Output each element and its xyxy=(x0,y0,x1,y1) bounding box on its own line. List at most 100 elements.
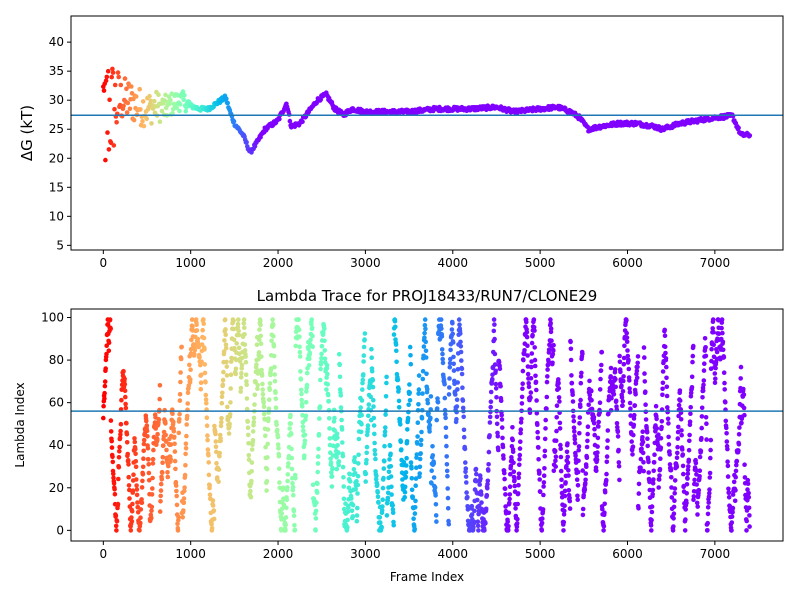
lambda-point xyxy=(520,368,526,374)
lambda-point xyxy=(490,376,495,382)
lambda-point xyxy=(724,425,729,431)
lambda-x-tick-label: 2000 xyxy=(263,547,294,561)
lambda-point xyxy=(316,446,321,452)
delta-g-point xyxy=(244,139,249,145)
lambda-point xyxy=(364,457,369,463)
lambda-point xyxy=(176,514,181,520)
lambda-point xyxy=(379,525,385,530)
lambda-point xyxy=(290,484,296,490)
lambda-point xyxy=(676,402,682,408)
lambda-x-tick-label: 1000 xyxy=(175,547,206,561)
lambda-point xyxy=(671,511,677,516)
lambda-point xyxy=(244,406,250,412)
lambda-point xyxy=(303,399,309,405)
lambda-point xyxy=(535,429,540,435)
lambda-point xyxy=(141,456,146,462)
lambda-point xyxy=(541,484,546,489)
lambda-point xyxy=(201,317,206,322)
lambda-point xyxy=(601,528,606,533)
lambda-point xyxy=(309,325,315,331)
lambda-point xyxy=(138,520,143,526)
lambda-point xyxy=(138,507,144,512)
lambda-point xyxy=(434,406,440,411)
lambda-point xyxy=(654,416,659,422)
lambda-point xyxy=(349,508,355,514)
lambda-point xyxy=(273,390,278,396)
lambda-point xyxy=(130,501,135,507)
lambda-point xyxy=(283,528,288,533)
lambda-point xyxy=(502,470,507,476)
lambda-point xyxy=(402,489,408,495)
lambda-point xyxy=(132,436,137,441)
lambda-point xyxy=(140,472,146,477)
lambda-point xyxy=(217,450,222,456)
lambda-point xyxy=(104,351,109,357)
lambda-point xyxy=(746,494,752,500)
lambda-point xyxy=(515,491,521,496)
lambda-point xyxy=(266,406,272,412)
lambda-point xyxy=(491,317,497,322)
lambda-point xyxy=(469,512,475,517)
lambda-point xyxy=(516,482,521,488)
lambda-point xyxy=(315,481,320,487)
lambda-point xyxy=(334,466,340,472)
lambda-point xyxy=(372,452,378,457)
lambda-point xyxy=(303,417,308,423)
delta-g-y-label: ΔG (kT) xyxy=(18,105,36,161)
lambda-point xyxy=(309,321,314,327)
lambda-point xyxy=(212,423,217,429)
lambda-point xyxy=(666,421,671,426)
lambda-point xyxy=(701,368,707,373)
lambda-point xyxy=(679,432,684,438)
lambda-point xyxy=(340,453,346,459)
lambda-point xyxy=(410,494,416,500)
delta-g-point xyxy=(107,97,112,103)
lambda-point xyxy=(651,460,657,465)
lambda-point xyxy=(442,381,447,387)
delta-g-point xyxy=(182,93,187,98)
lambda-point xyxy=(684,482,690,487)
lambda-point xyxy=(636,506,641,511)
lambda-point xyxy=(519,394,525,400)
lambda-point xyxy=(604,459,610,465)
lambda-point xyxy=(589,388,594,394)
lambda-point xyxy=(378,520,383,525)
lambda-point xyxy=(526,384,532,390)
delta-g-point xyxy=(174,105,179,110)
lambda-point xyxy=(635,354,641,359)
lambda-point xyxy=(575,497,580,503)
lambda-point xyxy=(203,380,208,385)
lambda-point xyxy=(694,500,700,506)
lambda-point xyxy=(310,344,316,350)
lambda-point xyxy=(676,413,681,419)
lambda-x-tick-label: 6000 xyxy=(612,547,643,561)
lambda-point xyxy=(118,428,123,434)
lambda-point xyxy=(297,354,303,359)
lambda-point xyxy=(634,375,640,381)
lambda-point xyxy=(575,483,581,488)
lambda-point xyxy=(659,424,664,430)
delta-g-point xyxy=(101,88,107,93)
lambda-point xyxy=(327,436,333,441)
lambda-point xyxy=(719,317,725,322)
lambda-point xyxy=(407,382,412,387)
lambda-point xyxy=(581,492,586,498)
lambda-point xyxy=(503,492,508,497)
lambda-point xyxy=(525,371,531,377)
lambda-point xyxy=(640,439,646,445)
delta-g-y-ticks: 5 10 15 20 25 30 35 40 xyxy=(49,35,71,252)
lambda-point xyxy=(712,371,718,376)
lambda-point xyxy=(239,362,245,368)
lambda-point xyxy=(245,419,250,424)
lambda-point xyxy=(584,464,589,470)
lambda-point xyxy=(201,321,206,327)
lambda-point xyxy=(415,441,420,446)
lambda-point xyxy=(515,501,520,507)
lambda-point xyxy=(417,471,423,476)
delta-g-y-tick-label: 30 xyxy=(49,93,64,107)
lambda-point xyxy=(263,433,268,439)
lambda-point xyxy=(252,392,258,398)
lambda-point xyxy=(185,390,191,396)
lambda-point xyxy=(532,328,537,333)
lambda-point xyxy=(621,378,626,384)
